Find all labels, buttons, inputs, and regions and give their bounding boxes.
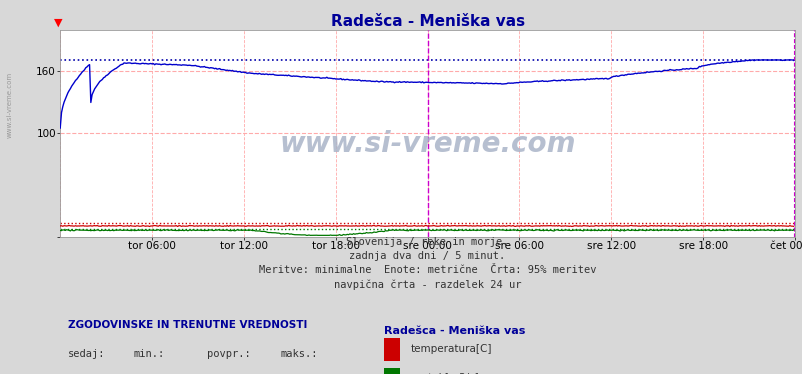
Text: pretok[m3/s]: pretok[m3/s] [410, 373, 478, 374]
Text: ▼: ▼ [54, 18, 63, 28]
Text: maks.:: maks.: [281, 349, 318, 359]
Bar [383, 368, 399, 374]
Title: Radešca - Meniška vas: Radešca - Meniška vas [330, 14, 524, 29]
Text: www.si-vreme.com: www.si-vreme.com [6, 72, 12, 138]
Bar [383, 338, 399, 361]
Text: temperatura[C]: temperatura[C] [410, 344, 492, 354]
Text: www.si-vreme.com: www.si-vreme.com [279, 130, 575, 158]
Text: Radešca - Meniška vas: Radešca - Meniška vas [383, 326, 525, 336]
Text: Slovenija / reke in morje.
zadnja dva dni / 5 minut.
Meritve: minimalne  Enote: : Slovenija / reke in morje. zadnja dva dn… [258, 237, 596, 289]
Text: ZGODOVINSKE IN TRENUTNE VREDNOSTI: ZGODOVINSKE IN TRENUTNE VREDNOSTI [67, 319, 306, 329]
Text: min.:: min.: [133, 349, 164, 359]
Text: sedaj:: sedaj: [67, 349, 105, 359]
Text: povpr.:: povpr.: [207, 349, 250, 359]
